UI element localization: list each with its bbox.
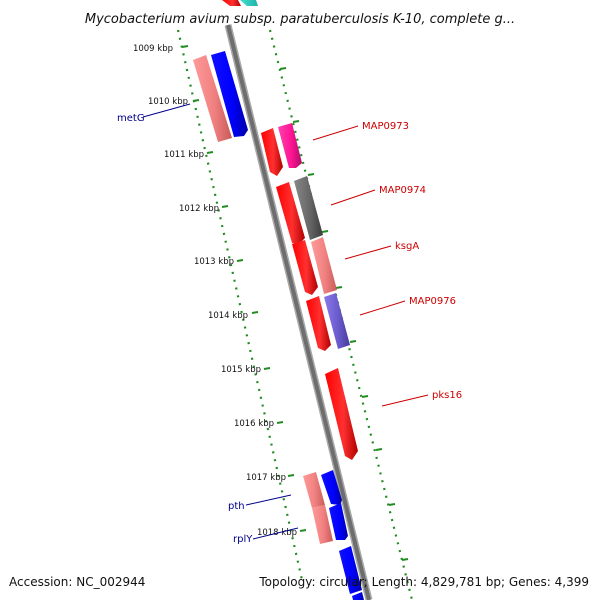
gene-arrow-MAP0974-red[interactable] [276,182,305,244]
gene-arrow-MAP0974-gray[interactable] [294,176,323,240]
leader-line-MAP0973 [312,125,359,141]
gene-label-pth[interactable]: pth [228,501,245,512]
tick-label: 1014 kbp [208,311,248,321]
accession-text: Accession: NC_002944 [9,575,145,589]
gene-label-rplY[interactable]: rplY [233,534,253,545]
backbone [226,24,371,600]
leader-line-ksgA [344,245,392,260]
gene-label-pks16[interactable]: pks16 [432,390,462,401]
gene-arrow-rplY-blue[interactable] [329,503,348,540]
gene-arrow-pth-pink[interactable] [303,472,325,508]
gene-arrow-metG-blue[interactable] [211,51,248,137]
leader-line-MAP0974 [330,189,376,206]
gene-arrow-metG-pink[interactable] [193,55,232,142]
tick-mark [361,395,369,398]
tick-mark [279,67,287,70]
gene-label-MAP0976[interactable]: MAP0976 [409,296,456,307]
ruler-dots-right [268,29,414,600]
gene-arrow-pth-blue[interactable] [321,470,342,505]
tick-mark [287,474,295,477]
leader-line-pks16 [381,394,429,407]
tick-mark [375,448,383,451]
gene-label-MAP0974[interactable]: MAP0974 [379,185,426,196]
tick-mark [181,45,189,48]
gene-arrow-rplY-pink[interactable] [312,505,333,544]
leader-line-rplY [252,527,299,540]
gene-arrow-bottom-blue[interactable] [339,546,362,594]
gene-arrow-top-red[interactable] [222,0,241,6]
tick-mark [263,367,271,370]
tick-mark [276,421,284,424]
tick-mark [206,151,214,154]
tick-mark [221,205,229,208]
gene-arrow-MAP0976-red[interactable] [306,296,331,351]
leader-line-metG [142,103,191,118]
tick-mark [192,99,200,102]
gene-label-metG[interactable]: metG [117,113,145,124]
tick-marks [181,45,409,561]
leader-line-MAP0976 [359,300,406,316]
map-title: Mycobacterium avium subsp. paratuberculo… [85,12,515,27]
tick-label: 1013 kbp [194,257,234,267]
ruler-dots-left [176,29,304,581]
tick-mark [292,120,300,123]
tick-mark [251,311,259,314]
gene-arrow-bottom-blue-2[interactable] [352,592,364,600]
leader-line-pth [245,494,292,506]
tick-mark [299,529,307,532]
tick-label: 1010 kbp [148,97,188,107]
gene-arrow-ksgA-pink[interactable] [311,237,337,294]
tick-mark [236,259,244,262]
tick-label: 1016 kbp [234,419,274,429]
tick-mark [335,286,343,289]
tick-label: 1012 kbp [179,204,219,214]
tick-label: 1015 kbp [221,365,261,375]
gene-arrow-ksgA-red[interactable] [292,240,318,295]
gene-arrow-top-cyan[interactable] [240,0,258,6]
gene-arrow-pks16-red[interactable] [325,368,358,460]
gene-arrow-MAP0973-red[interactable] [261,128,283,176]
gene-label-ksgA[interactable]: ksgA [395,241,419,252]
tick-mark [401,558,409,561]
genome-info-text: Topology: circular; Length: 4,829,781 bp… [258,575,589,589]
tick-mark [349,340,357,343]
gene-arrow-MAP0976-slate[interactable] [324,293,350,349]
tick-label: 1011 kbp [164,150,204,160]
tick-mark [321,230,329,233]
tick-mark [307,173,315,176]
gene-label-MAP0973[interactable]: MAP0973 [362,121,409,132]
tick-mark [388,503,396,506]
tick-label: 1009 kbp [133,44,173,54]
tick-label: 1017 kbp [246,473,286,483]
gene-arrow-MAP0973-magenta[interactable] [278,123,302,168]
